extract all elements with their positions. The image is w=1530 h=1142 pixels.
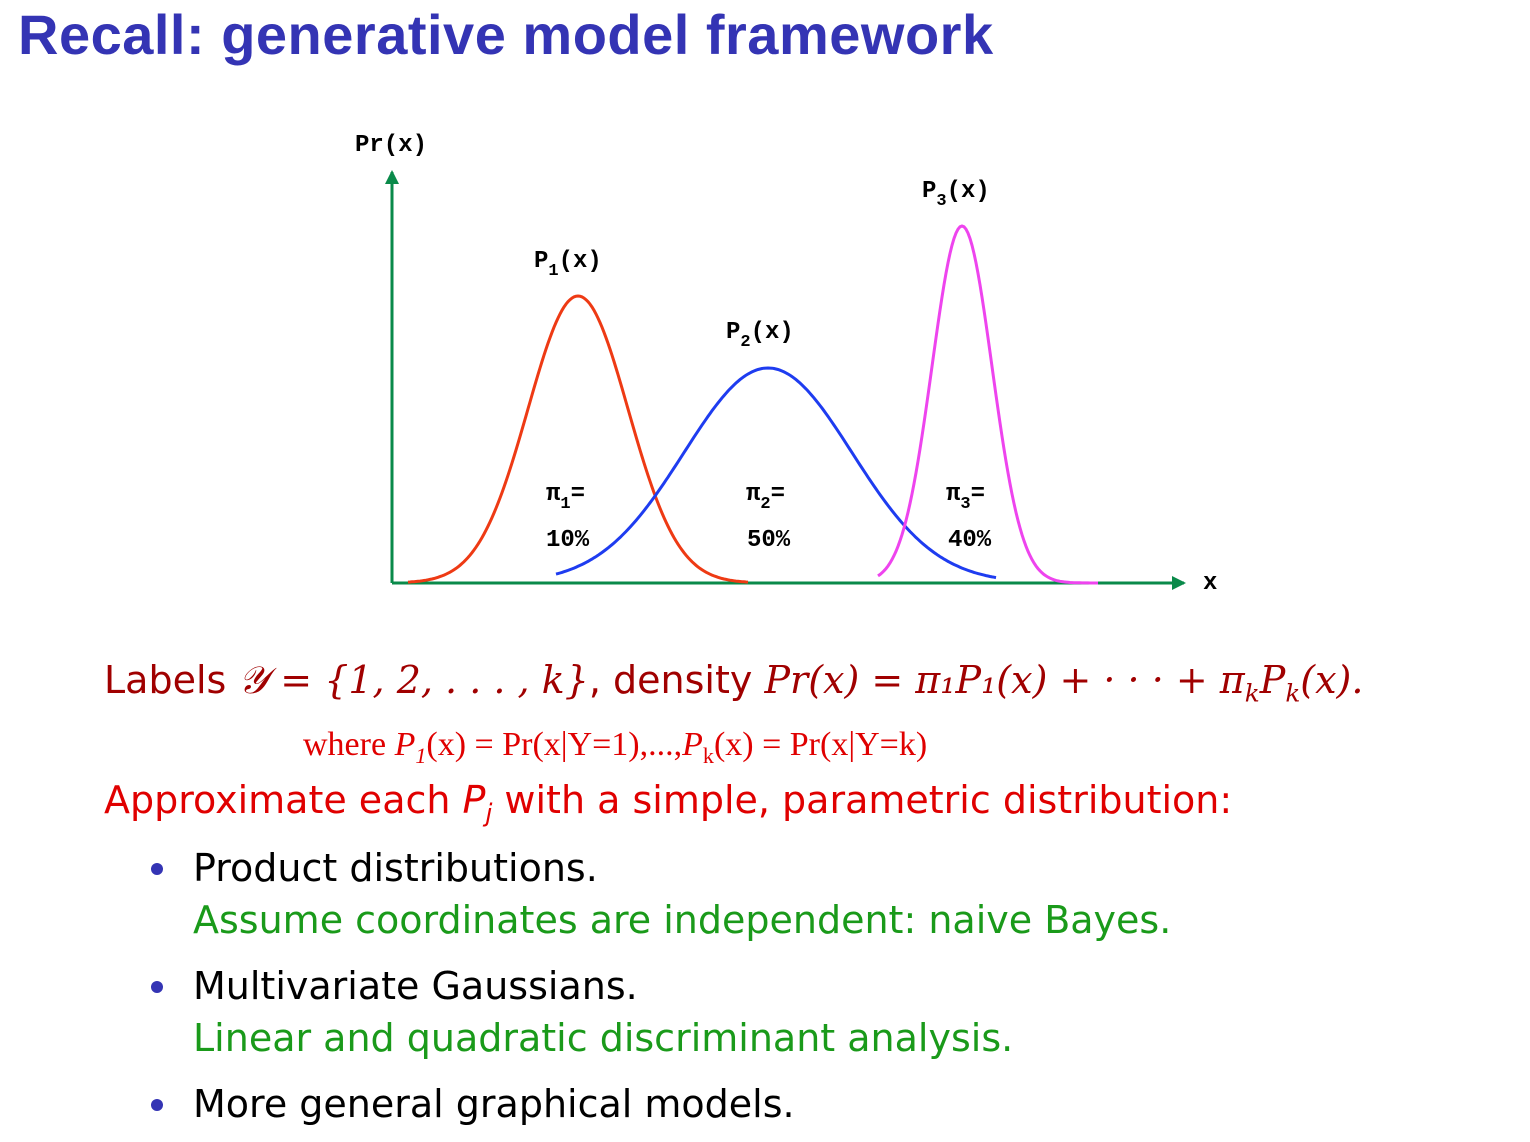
bullet-dot-icon xyxy=(151,981,163,993)
approximate-line: Approximate each Pj with a simple, param… xyxy=(104,778,1233,828)
pi2-label: π2= xyxy=(746,481,785,514)
bullet-sub: Assume coordinates are independent: naiv… xyxy=(193,898,1172,942)
p2-curve xyxy=(555,366,997,580)
slide-title: Recall: generative model framework xyxy=(18,3,994,66)
p2-label: P2(x) xyxy=(726,319,794,352)
p3-curve xyxy=(877,224,1098,585)
density-line: Labels 𝒴 = {1, 2, . . . , k}, density Pr… xyxy=(104,658,1363,708)
bullet-dot-icon xyxy=(151,1099,163,1111)
bullet-list: Product distributions. Assume coordinate… xyxy=(150,842,1171,1130)
bullet-dot-icon xyxy=(151,863,163,875)
bullet-item-gaussians: Multivariate Gaussians. Linear and quadr… xyxy=(150,960,1171,1064)
y-axis-label: Pr(x) xyxy=(355,132,427,159)
p1-curve xyxy=(407,294,749,584)
density-word: , density xyxy=(588,658,753,702)
bullet-main: Product distributions. xyxy=(193,846,598,890)
where-line: where P1(x) = Pr(x|Y=1),...,Pk(x) = Pr(x… xyxy=(303,726,928,768)
bullet-item-product: Product distributions. Assume coordinate… xyxy=(150,842,1171,946)
mixture-density-figure: Pr(x) x P1(x) P2(x) P3(x) π1= 10% π2= 50… xyxy=(355,132,1217,597)
pi3-label: π3= xyxy=(946,481,985,514)
density-math: Pr(x) = π₁P₁(x) + · · · + πkPk(x). xyxy=(764,658,1364,708)
bullet-item-graphical: More general graphical models. xyxy=(150,1078,1171,1130)
labels-math: 𝒴 = {1, 2, . . . , k} xyxy=(238,658,589,702)
labels-word: Labels xyxy=(104,658,227,702)
bullet-main: More general graphical models. xyxy=(193,1082,795,1126)
p1-label: P1(x) xyxy=(534,248,602,281)
p3-label: P3(x) xyxy=(922,178,990,211)
pi2-value: 50% xyxy=(747,527,791,554)
bullet-sub: Linear and quadratic discriminant analys… xyxy=(193,1016,1014,1060)
bullet-main: Multivariate Gaussians. xyxy=(193,964,638,1008)
pi3-value: 40% xyxy=(948,527,992,554)
pi1-label: π1= xyxy=(546,481,585,514)
x-axis-label: x xyxy=(1203,570,1217,597)
pi1-value: 10% xyxy=(546,527,590,554)
